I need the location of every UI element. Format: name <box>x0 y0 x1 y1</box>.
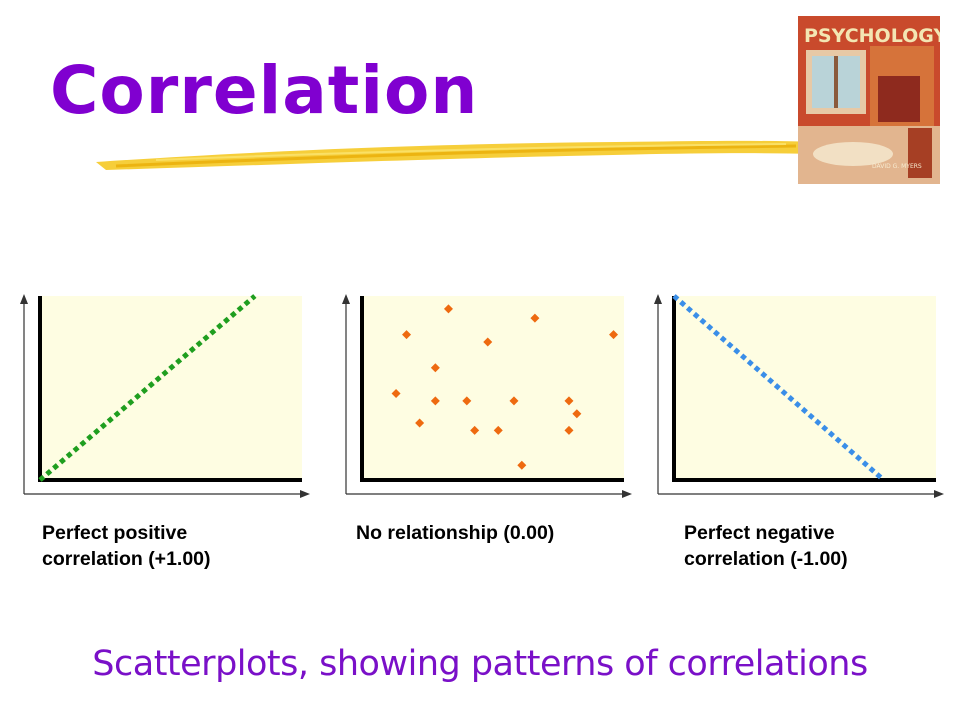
scatterplot-no-relationship <box>332 284 662 504</box>
caption-no-relationship: No relationship (0.00) <box>356 520 554 546</box>
data-point-4 <box>609 330 619 340</box>
textbook-cover-image: PSYCHOLOGY DAVID G. MYERS <box>798 16 940 184</box>
plot-area <box>674 296 936 480</box>
data-point-10 <box>509 396 519 406</box>
data-point-9 <box>462 396 472 406</box>
data-point-1 <box>443 304 453 314</box>
chart-none-svg <box>342 294 632 498</box>
data-point-17 <box>517 460 527 470</box>
x-axis-arrowhead <box>300 490 310 498</box>
data-point-11 <box>564 396 574 406</box>
y-axis-arrowhead <box>342 294 350 304</box>
plot-area <box>40 296 302 480</box>
scatterplot-negative <box>644 284 960 504</box>
data-point-12 <box>572 409 582 419</box>
caption-positive-line-1: Perfect positive <box>42 522 188 544</box>
page-title: Correlation <box>50 52 479 129</box>
scatterplot-positive <box>10 284 340 504</box>
caption-none-line-1: No relationship (0.00) <box>356 522 555 544</box>
data-point-5 <box>483 337 493 347</box>
data-point-15 <box>493 425 503 435</box>
book-author: DAVID G. MYERS <box>872 163 922 170</box>
x-axis-arrowhead <box>934 490 944 498</box>
caption-positive-line-2: correlation (+1.00) <box>42 548 211 570</box>
data-point-16 <box>564 425 574 435</box>
data-point-7 <box>391 389 401 399</box>
data-point-14 <box>470 425 480 435</box>
data-point-3 <box>402 330 412 340</box>
data-point-6 <box>430 363 440 373</box>
plot-area <box>362 296 624 480</box>
brush-stroke-divider <box>96 140 816 170</box>
data-point-13 <box>415 418 425 428</box>
caption-negative-line-1: Perfect negative <box>684 522 835 544</box>
data-point-8 <box>430 396 440 406</box>
caption-negative-line-2: correlation (-1.00) <box>684 548 848 570</box>
y-axis-arrowhead <box>20 294 28 304</box>
slide-subtitle: Scatterplots, showing patterns of correl… <box>92 644 868 684</box>
correlation-line <box>38 294 257 482</box>
data-point-2 <box>530 313 540 323</box>
chart-positive-svg <box>20 294 310 498</box>
book-title: PSYCHOLOGY <box>804 25 940 47</box>
y-axis-arrowhead <box>654 294 662 304</box>
caption-negative: Perfect negative correlation (-1.00) <box>684 520 848 572</box>
chart-negative-svg <box>654 294 944 498</box>
x-axis-arrowhead <box>622 490 632 498</box>
caption-positive: Perfect positive correlation (+1.00) <box>42 520 211 572</box>
correlation-line <box>672 294 886 482</box>
